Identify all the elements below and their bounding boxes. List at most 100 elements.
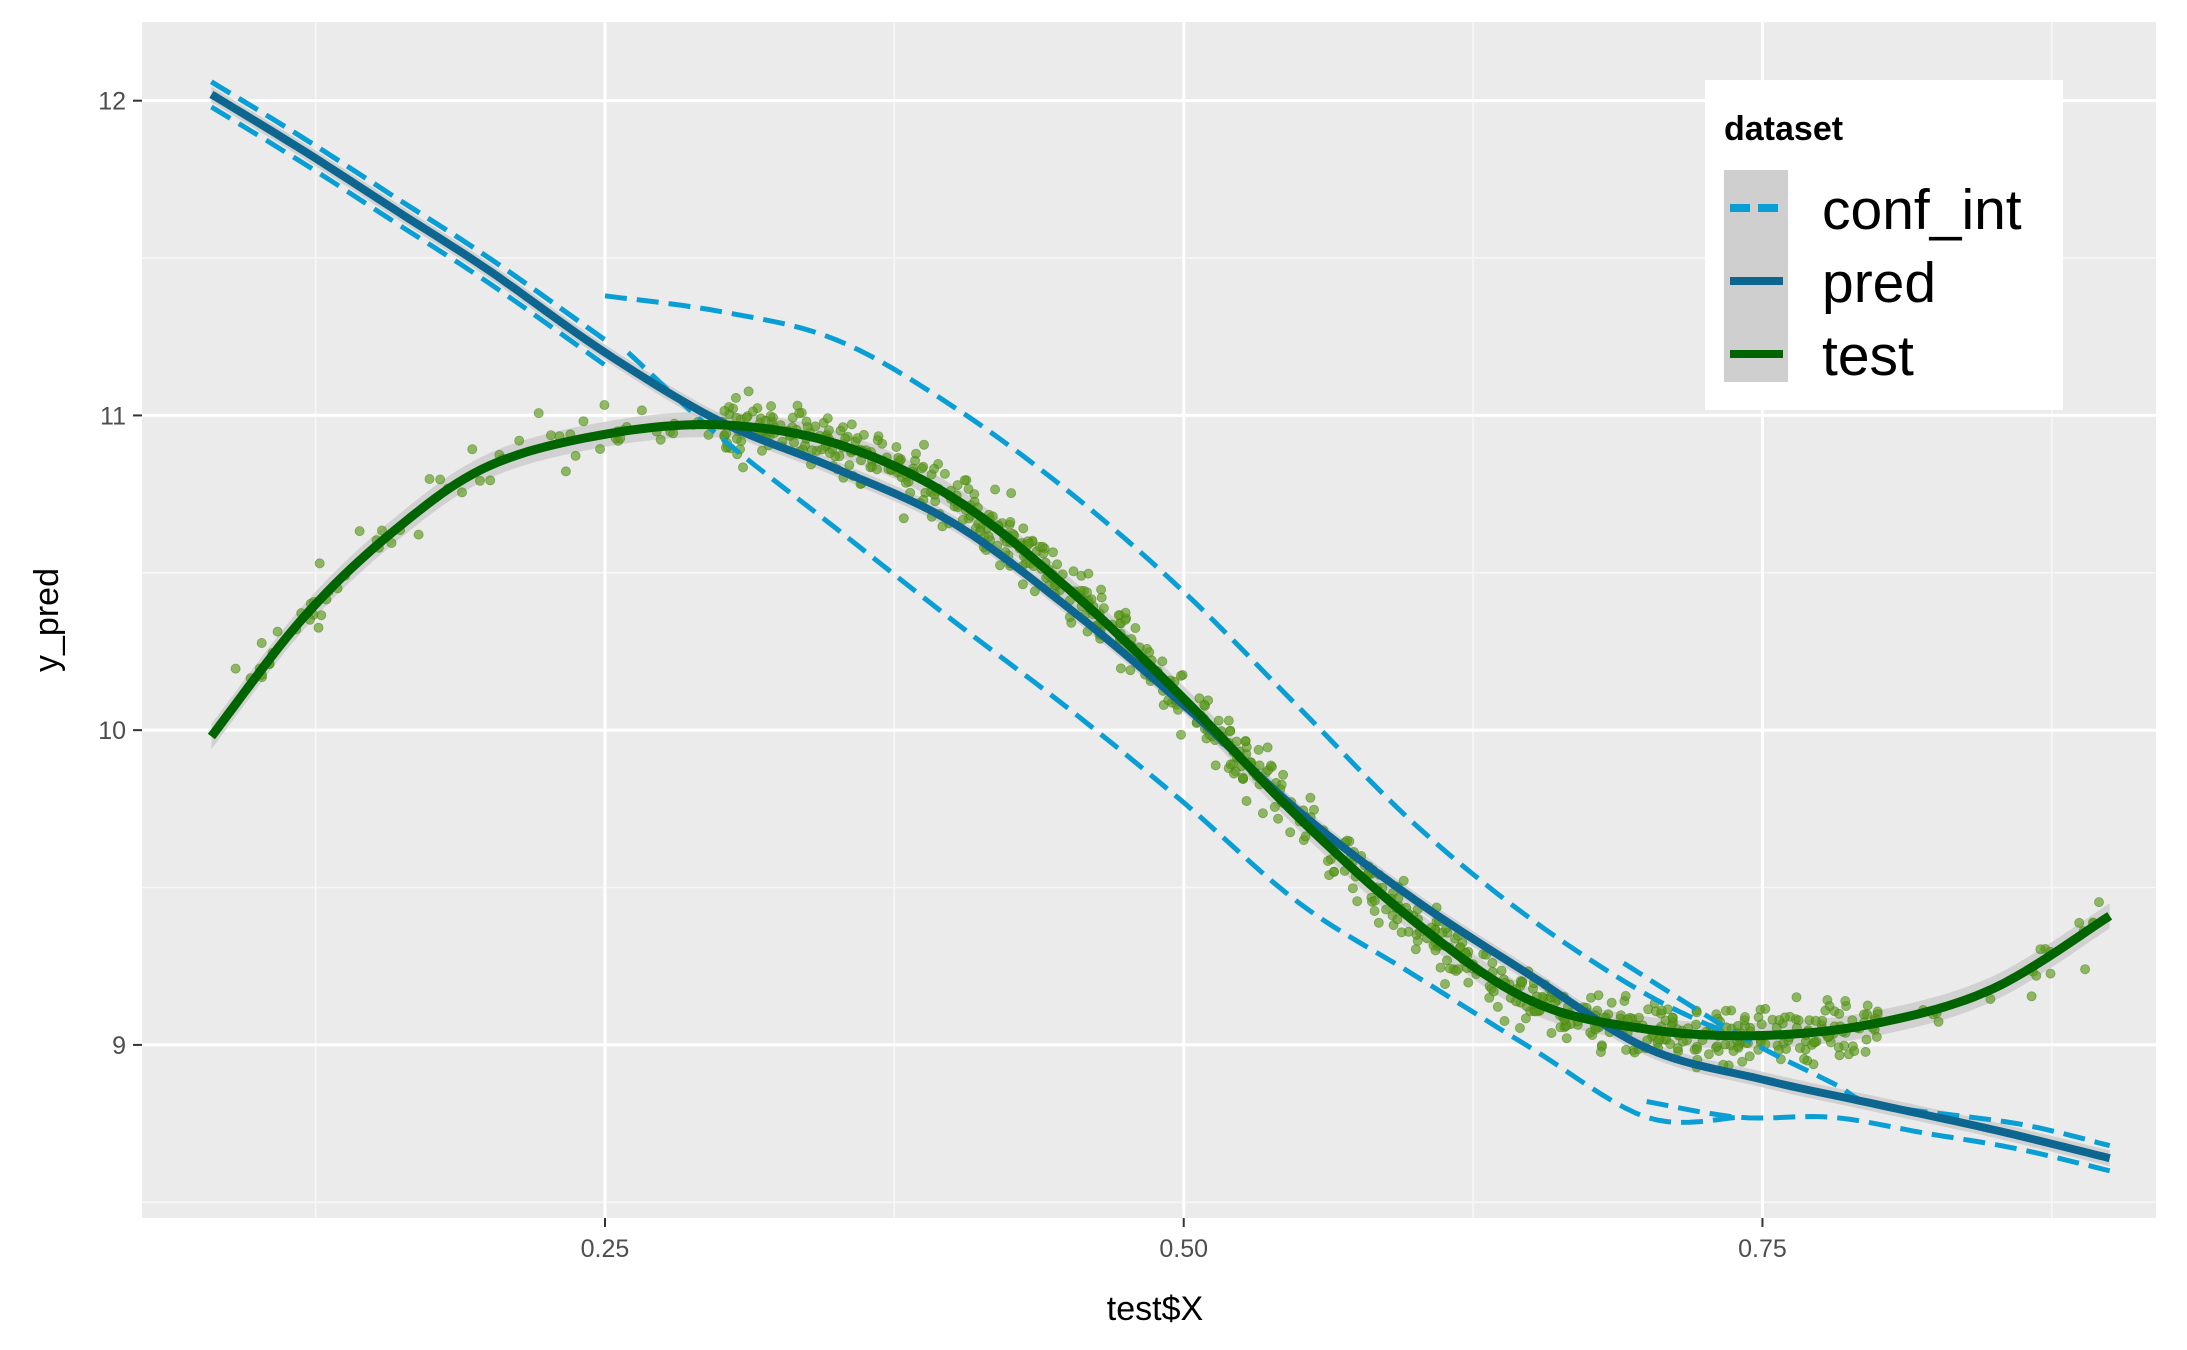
- data-point: [952, 480, 963, 491]
- legend-item-pred: pred: [1724, 238, 1936, 315]
- data-point: [1300, 831, 1311, 842]
- data-point: [1667, 1012, 1678, 1023]
- data-point: [560, 466, 571, 477]
- data-point: [474, 475, 485, 486]
- data-point: [1398, 875, 1409, 886]
- data-point: [1692, 1044, 1703, 1055]
- data-point: [1861, 1034, 1872, 1045]
- data-point: [578, 416, 589, 427]
- data-point: [1756, 1019, 1767, 1030]
- legend-item-test: test: [1724, 310, 1914, 388]
- conf-int-line: [604, 293, 1741, 1041]
- y-tick-label: 10: [98, 717, 126, 745]
- data-point: [655, 434, 666, 445]
- data-point: [272, 626, 283, 637]
- data-point: [424, 473, 435, 484]
- data-point: [1520, 1013, 1531, 1024]
- data-point: [1269, 802, 1280, 813]
- data-point: [1546, 1028, 1557, 1039]
- data-point: [1347, 883, 1358, 894]
- data-point: [1561, 1033, 1572, 1044]
- data-point: [1492, 1001, 1503, 1012]
- data-point: [1329, 866, 1340, 877]
- data-point: [919, 439, 930, 450]
- data-point: [1774, 1015, 1785, 1026]
- data-point: [823, 425, 834, 436]
- legend-item-conf-int: conf_int: [1724, 170, 2022, 242]
- data-point: [2045, 968, 2056, 979]
- data-point: [822, 413, 833, 424]
- data-point: [1703, 1049, 1714, 1060]
- data-point: [872, 464, 883, 475]
- data-point: [1029, 586, 1040, 597]
- data-point: [802, 422, 813, 433]
- data-point: [721, 428, 732, 439]
- data-point: [1381, 904, 1392, 915]
- conf-int-line: [210, 104, 607, 368]
- data-point: [1144, 647, 1155, 658]
- data-point: [435, 474, 446, 485]
- pred-line: [209, 90, 2111, 1163]
- data-point: [1794, 1043, 1805, 1054]
- data-point: [1487, 957, 1498, 968]
- data-point: [1451, 966, 1462, 977]
- data-point: [1273, 813, 1284, 824]
- data-point: [787, 412, 798, 423]
- data-point: [835, 425, 846, 436]
- data-point: [1653, 1034, 1664, 1045]
- y-tick-label: 11: [100, 402, 126, 430]
- data-point: [916, 463, 927, 474]
- data-point: [1499, 1016, 1510, 1027]
- data-point: [2035, 944, 2046, 955]
- data-point: [1713, 1046, 1724, 1057]
- data-point: [1237, 772, 1248, 783]
- data-point: [595, 443, 606, 454]
- data-point: [1265, 760, 1276, 771]
- data-point: [995, 560, 1006, 571]
- data-point: [1006, 488, 1017, 499]
- data-point: [1037, 541, 1048, 552]
- data-point: [1410, 944, 1421, 955]
- data-point: [1223, 715, 1234, 726]
- conf-int-line: [1646, 1099, 2111, 1174]
- data-point: [929, 463, 940, 474]
- data-point: [1373, 917, 1384, 928]
- data-point: [1048, 547, 1059, 558]
- data-point: [963, 483, 974, 494]
- data-point: [983, 531, 994, 542]
- x-tick-label: 0.25: [581, 1235, 630, 1263]
- data-point: [990, 484, 1001, 495]
- data-point: [1018, 523, 1029, 534]
- conf-int-line-overlay: [210, 79, 607, 342]
- data-point: [1595, 1047, 1606, 1058]
- data-point: [1120, 607, 1131, 618]
- data-point: [1862, 1000, 1873, 1011]
- data-point: [1430, 945, 1441, 956]
- conf-int-line: [626, 350, 1740, 1125]
- legend-key-test: [1724, 310, 1788, 382]
- data-point: [1440, 979, 1451, 990]
- data-point: [1435, 962, 1446, 973]
- data-point: [545, 430, 556, 441]
- data-point: [757, 445, 768, 456]
- data-point: [1257, 808, 1268, 819]
- data-point: [911, 448, 922, 459]
- data-point: [939, 468, 950, 479]
- data-point: [730, 392, 741, 403]
- x-tick-label: 0.75: [1738, 1235, 1787, 1263]
- data-point: [1017, 579, 1028, 590]
- data-point: [485, 475, 496, 486]
- data-point: [1620, 991, 1631, 1002]
- data-point: [1720, 1039, 1731, 1050]
- data-point: [1606, 997, 1617, 1008]
- data-point: [1369, 906, 1380, 917]
- test-line: [207, 420, 2113, 1041]
- data-point: [1262, 742, 1273, 753]
- data-point: [1463, 977, 1474, 988]
- data-point: [1737, 1056, 1748, 1067]
- legend-label-pred: pred: [1822, 251, 1936, 315]
- data-point: [1052, 559, 1063, 570]
- series-lines: [207, 79, 2113, 1174]
- data-point: [1744, 1051, 1755, 1062]
- data-point: [846, 419, 857, 430]
